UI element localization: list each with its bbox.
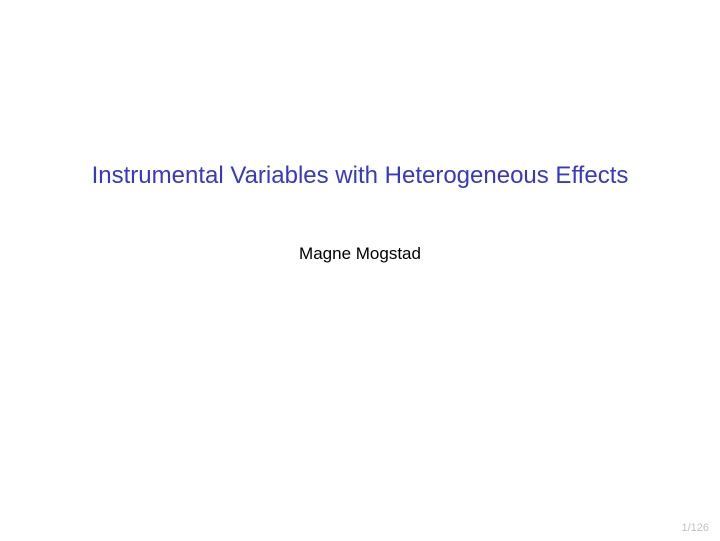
slide-author: Magne Mogstad [0, 244, 720, 264]
page-number: 1/126 [681, 522, 709, 534]
slide-title: Instrumental Variables with Heterogeneou… [0, 162, 720, 190]
